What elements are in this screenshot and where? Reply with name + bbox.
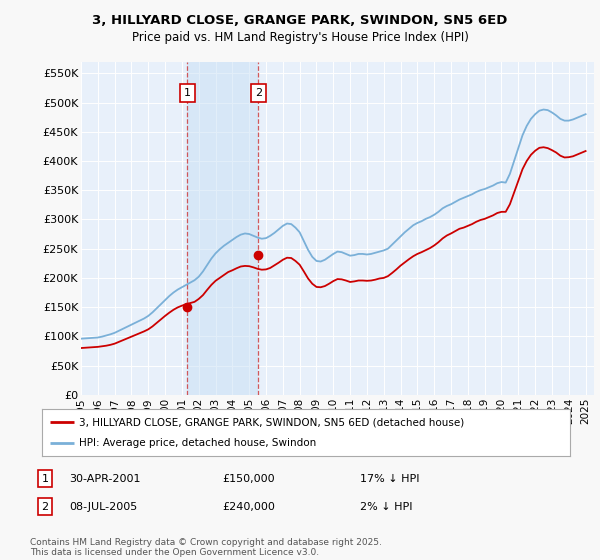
Text: Price paid vs. HM Land Registry's House Price Index (HPI): Price paid vs. HM Land Registry's House … [131, 31, 469, 44]
Bar [187, 62, 258, 395]
Text: 1: 1 [184, 88, 191, 98]
Text: Contains HM Land Registry data © Crown copyright and database right 2025.
This d: Contains HM Land Registry data © Crown c… [30, 538, 382, 557]
Text: £240,000: £240,000 [222, 502, 275, 512]
Text: 2: 2 [41, 502, 49, 512]
Text: £150,000: £150,000 [222, 474, 275, 484]
Text: 30-APR-2001: 30-APR-2001 [69, 474, 140, 484]
Text: 08-JUL-2005: 08-JUL-2005 [69, 502, 137, 512]
Text: 3, HILLYARD CLOSE, GRANGE PARK, SWINDON, SN5 6ED (detached house): 3, HILLYARD CLOSE, GRANGE PARK, SWINDON,… [79, 417, 464, 427]
Text: 17% ↓ HPI: 17% ↓ HPI [360, 474, 419, 484]
Text: 2: 2 [255, 88, 262, 98]
Text: 2% ↓ HPI: 2% ↓ HPI [360, 502, 413, 512]
Text: 3, HILLYARD CLOSE, GRANGE PARK, SWINDON, SN5 6ED: 3, HILLYARD CLOSE, GRANGE PARK, SWINDON,… [92, 14, 508, 27]
Text: 1: 1 [41, 474, 49, 484]
Text: HPI: Average price, detached house, Swindon: HPI: Average price, detached house, Swin… [79, 438, 316, 448]
